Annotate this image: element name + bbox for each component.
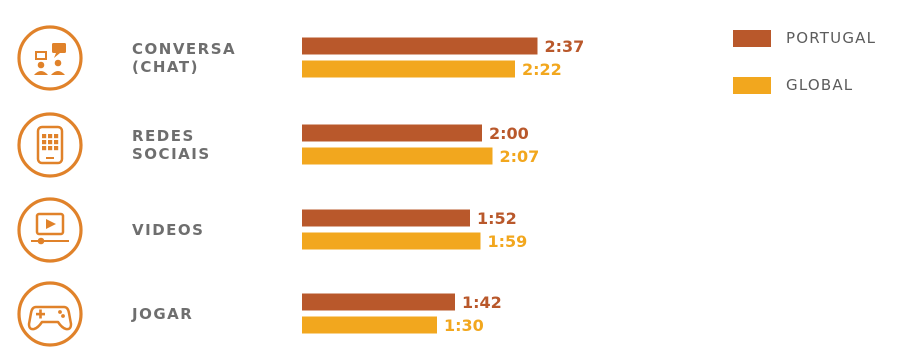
- bar-portugal: [302, 124, 482, 142]
- value-label: 1:30: [444, 316, 484, 335]
- legend-swatch-global: [733, 77, 771, 94]
- value-label: 1:59: [488, 232, 528, 251]
- video-player-icon: [17, 197, 83, 263]
- legend-swatch-portugal: [733, 30, 771, 47]
- bar-global: [302, 60, 515, 78]
- value-label: 2:00: [489, 124, 529, 143]
- category-label: SOCIAIS: [132, 145, 211, 163]
- value-label: 1:52: [477, 209, 517, 228]
- gamepad-icon: [17, 281, 83, 347]
- bar-portugal: [302, 209, 470, 227]
- category-label: REDES: [132, 127, 195, 145]
- category-label: VIDEOS: [132, 221, 204, 239]
- bar-portugal: [302, 293, 455, 311]
- bar-global: [302, 147, 493, 165]
- bar-global: [302, 232, 481, 250]
- social-apps-icon: [17, 112, 83, 178]
- bar-portugal: [302, 37, 538, 55]
- legend-label-portugal: PORTUGAL: [786, 29, 876, 47]
- value-label: 1:42: [462, 293, 502, 312]
- value-label: 2:07: [500, 147, 540, 166]
- bar-global: [302, 316, 437, 334]
- value-label: 2:22: [522, 60, 562, 79]
- value-label: 2:37: [545, 37, 585, 56]
- legend-label-global: GLOBAL: [786, 76, 853, 94]
- category-label: JOGAR: [131, 305, 193, 323]
- category-label: CONVERSA: [132, 40, 236, 58]
- category-label: (CHAT): [132, 58, 199, 76]
- chat-icon: [17, 25, 83, 91]
